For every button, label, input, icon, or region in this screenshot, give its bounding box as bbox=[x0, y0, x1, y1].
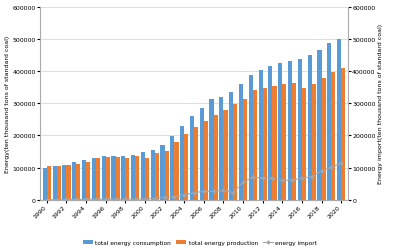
Y-axis label: Energy import(ten thousand tons of standard coal): Energy import(ten thousand tons of stand… bbox=[378, 24, 383, 184]
energy import bbox=[133, 198, 138, 201]
energy import bbox=[250, 176, 255, 179]
Bar bbox=[219, 97, 224, 200]
Bar bbox=[204, 122, 208, 200]
Bar bbox=[249, 76, 253, 200]
Bar bbox=[106, 157, 110, 200]
Bar bbox=[272, 86, 276, 200]
Bar bbox=[322, 79, 326, 200]
energy import bbox=[319, 170, 324, 172]
Bar bbox=[278, 64, 282, 200]
Bar bbox=[96, 158, 100, 200]
Bar bbox=[125, 158, 130, 200]
Bar bbox=[214, 115, 218, 200]
energy import bbox=[270, 177, 275, 180]
Bar bbox=[258, 71, 263, 200]
Bar bbox=[229, 92, 233, 200]
Bar bbox=[131, 155, 135, 200]
energy import bbox=[329, 166, 334, 169]
energy import bbox=[192, 191, 196, 194]
Y-axis label: Energy(ten thousand tons of standard coal): Energy(ten thousand tons of standard coa… bbox=[5, 36, 10, 172]
Bar bbox=[288, 62, 292, 200]
Bar bbox=[253, 91, 257, 200]
Bar bbox=[66, 166, 71, 200]
Bar bbox=[155, 154, 159, 200]
Bar bbox=[210, 100, 214, 200]
Bar bbox=[263, 89, 267, 200]
energy import bbox=[152, 197, 157, 200]
Bar bbox=[145, 158, 149, 200]
Bar bbox=[312, 85, 316, 200]
energy import bbox=[211, 190, 216, 193]
Bar bbox=[174, 142, 178, 200]
energy import bbox=[202, 190, 206, 193]
energy import bbox=[182, 194, 186, 197]
Bar bbox=[282, 84, 286, 200]
Bar bbox=[302, 89, 306, 200]
Bar bbox=[76, 164, 80, 200]
energy import bbox=[123, 198, 128, 201]
energy import bbox=[290, 178, 294, 182]
energy import bbox=[280, 179, 285, 182]
Bar bbox=[82, 160, 86, 200]
Bar bbox=[121, 156, 125, 200]
Bar bbox=[190, 116, 194, 200]
Bar bbox=[317, 51, 322, 200]
Bar bbox=[151, 150, 155, 200]
Bar bbox=[102, 157, 106, 200]
Bar bbox=[239, 84, 243, 200]
Line: energy import: energy import bbox=[46, 162, 342, 202]
Bar bbox=[135, 157, 139, 200]
Bar bbox=[298, 60, 302, 200]
Bar bbox=[194, 128, 198, 200]
energy import bbox=[94, 198, 98, 201]
Bar bbox=[164, 151, 169, 200]
Bar bbox=[160, 146, 164, 200]
energy import bbox=[162, 196, 167, 199]
energy import bbox=[309, 176, 314, 178]
Bar bbox=[268, 66, 272, 200]
Bar bbox=[200, 108, 204, 200]
energy import bbox=[260, 177, 265, 180]
Bar bbox=[52, 167, 57, 200]
energy import bbox=[231, 191, 236, 194]
Bar bbox=[62, 165, 66, 200]
Legend: total energy consumption, total energy production, energy import: total energy consumption, total energy p… bbox=[80, 238, 320, 247]
energy import bbox=[241, 181, 246, 184]
Bar bbox=[224, 111, 228, 200]
Bar bbox=[337, 40, 341, 200]
Bar bbox=[86, 162, 90, 200]
energy import bbox=[44, 198, 49, 202]
Bar bbox=[112, 156, 116, 200]
Bar bbox=[116, 158, 120, 200]
Bar bbox=[72, 163, 76, 200]
energy import bbox=[221, 189, 226, 192]
energy import bbox=[172, 195, 177, 198]
energy import bbox=[300, 177, 304, 180]
Bar bbox=[243, 100, 247, 200]
Bar bbox=[292, 84, 296, 200]
energy import bbox=[113, 198, 118, 201]
Bar bbox=[341, 69, 345, 200]
energy import bbox=[103, 198, 108, 201]
Bar bbox=[308, 56, 312, 200]
Bar bbox=[180, 126, 184, 200]
Bar bbox=[170, 137, 174, 200]
energy import bbox=[84, 198, 88, 201]
Bar bbox=[141, 153, 145, 200]
Bar bbox=[57, 166, 61, 200]
energy import bbox=[142, 198, 147, 200]
Bar bbox=[184, 134, 188, 200]
Bar bbox=[92, 158, 96, 200]
energy import bbox=[74, 198, 79, 201]
energy import bbox=[54, 198, 59, 201]
Bar bbox=[331, 73, 336, 200]
Bar bbox=[233, 105, 237, 200]
Bar bbox=[47, 167, 51, 200]
Bar bbox=[43, 168, 47, 200]
Bar bbox=[327, 44, 331, 200]
energy import bbox=[339, 162, 344, 165]
energy import bbox=[64, 198, 69, 201]
